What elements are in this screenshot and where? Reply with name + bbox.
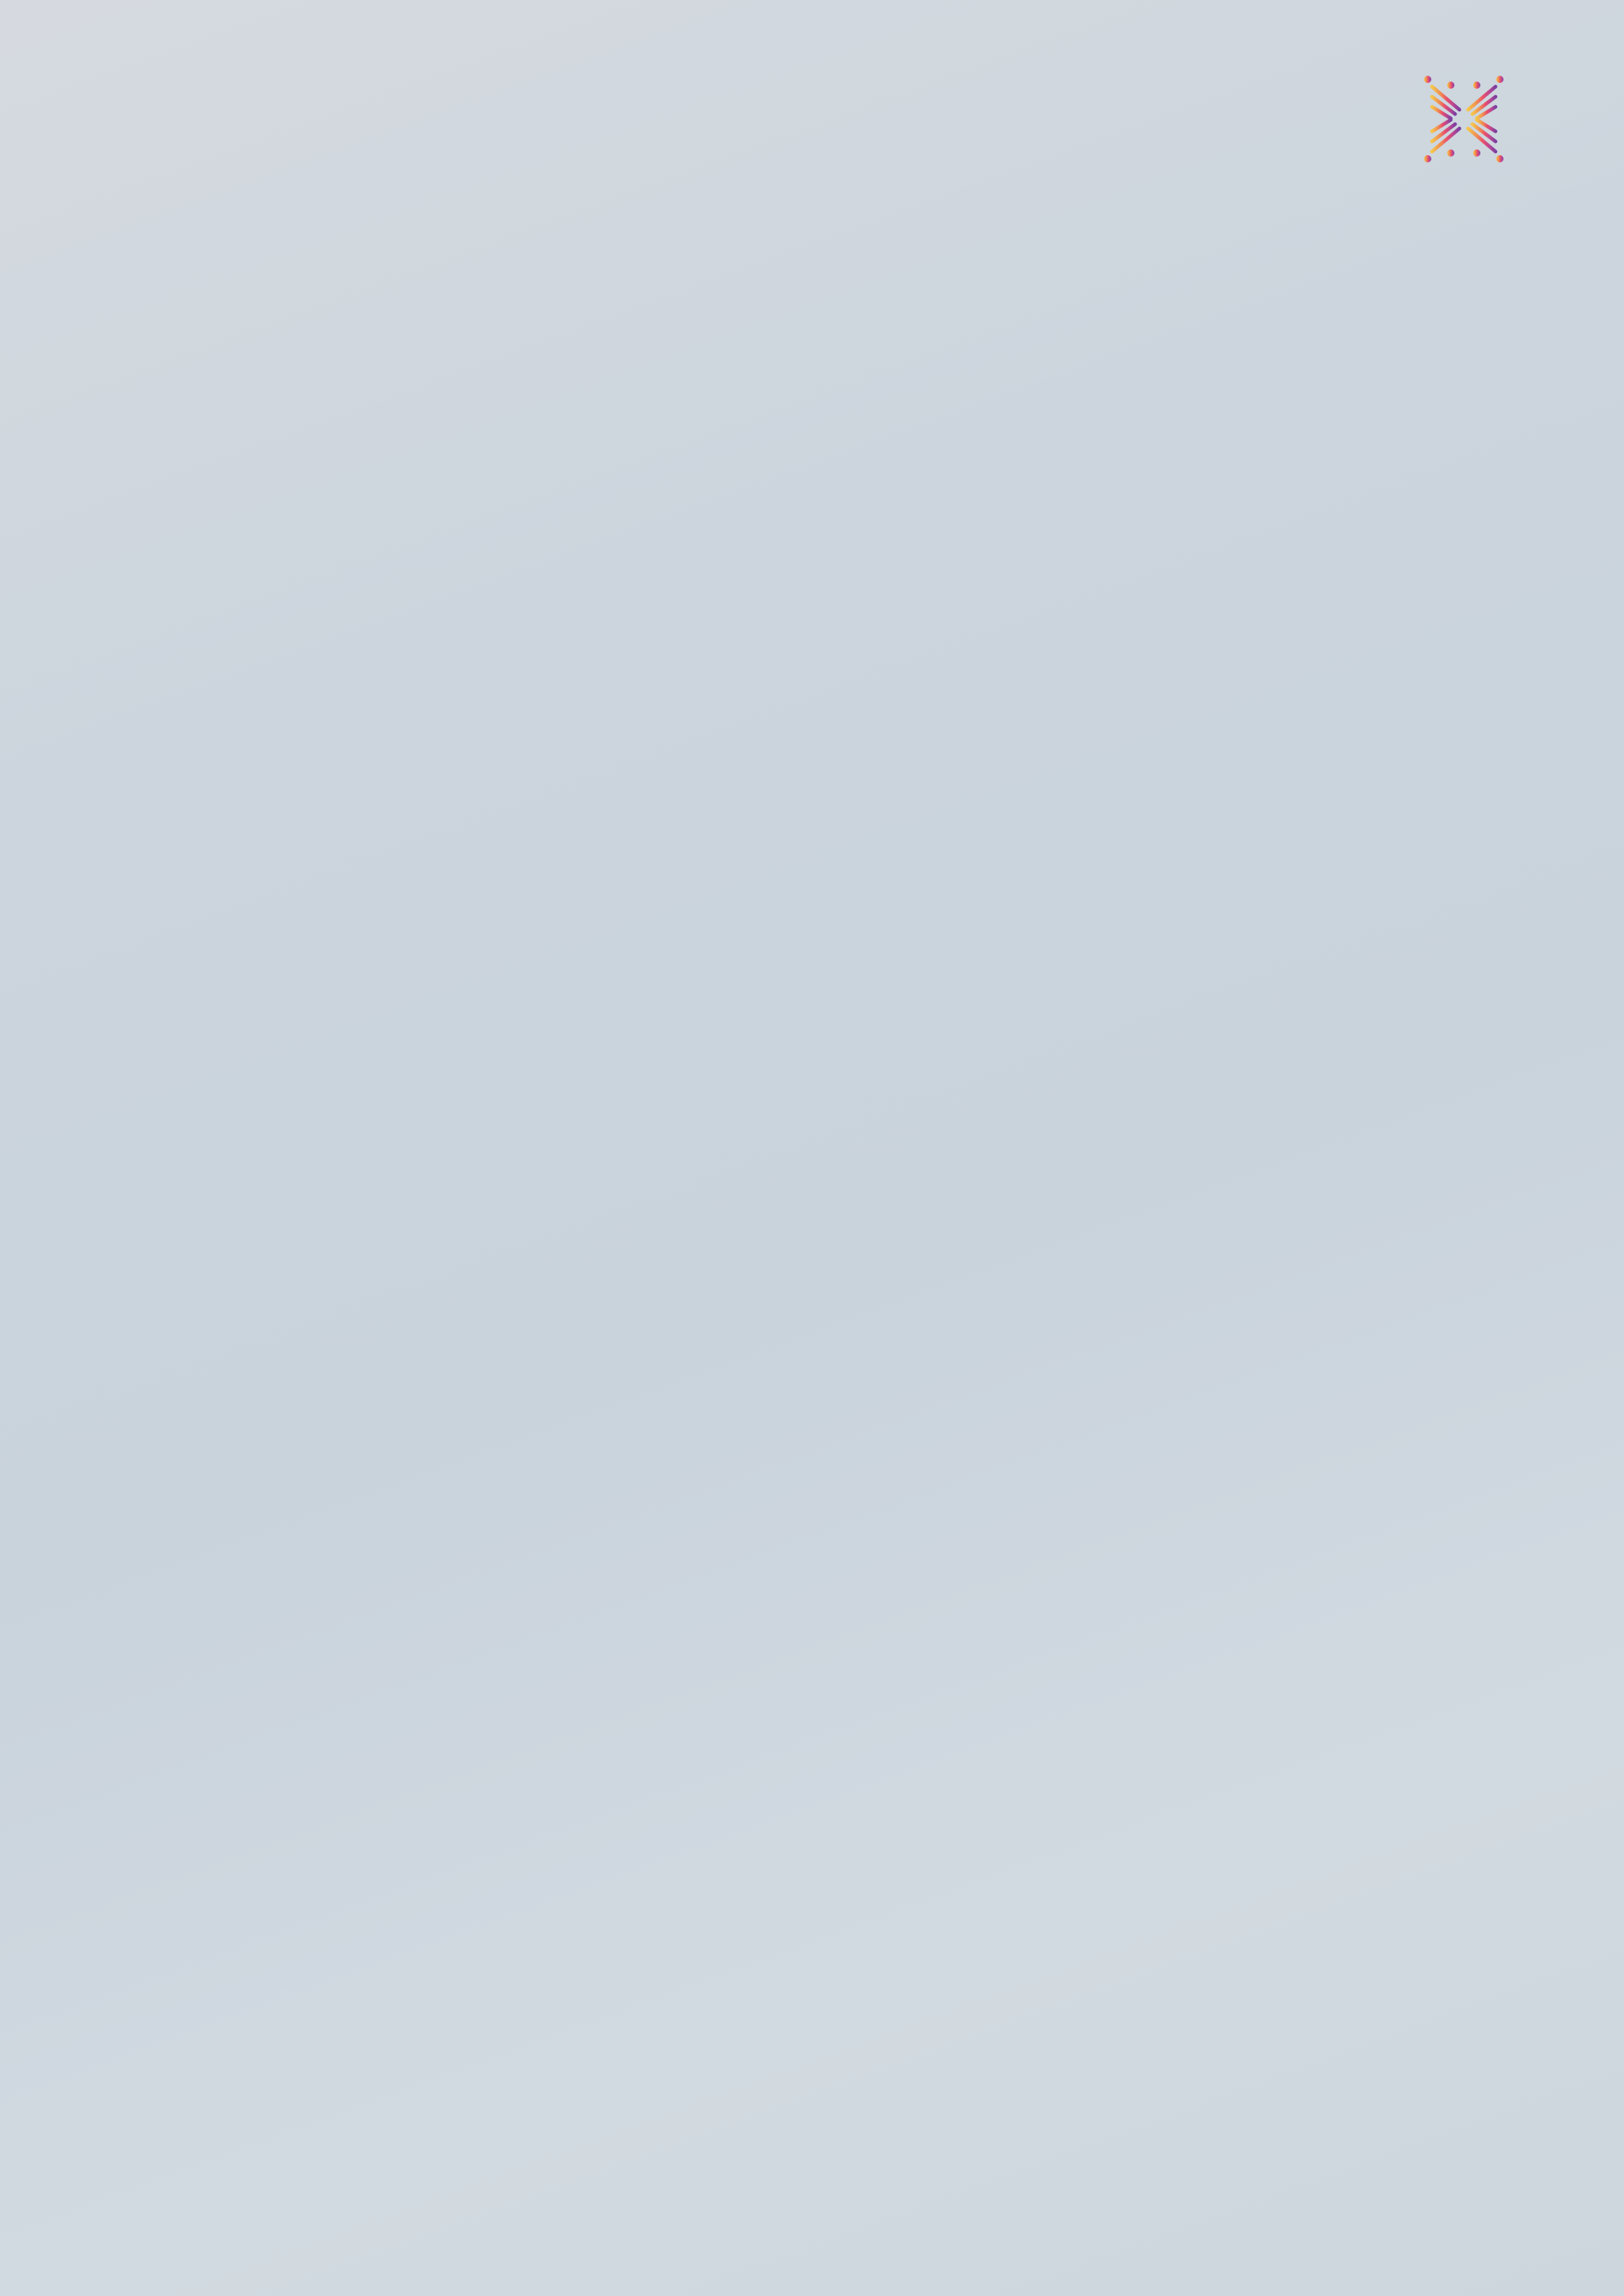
company-logo xyxy=(1418,69,1529,169)
circuit-x-logo-icon xyxy=(1424,76,1503,162)
